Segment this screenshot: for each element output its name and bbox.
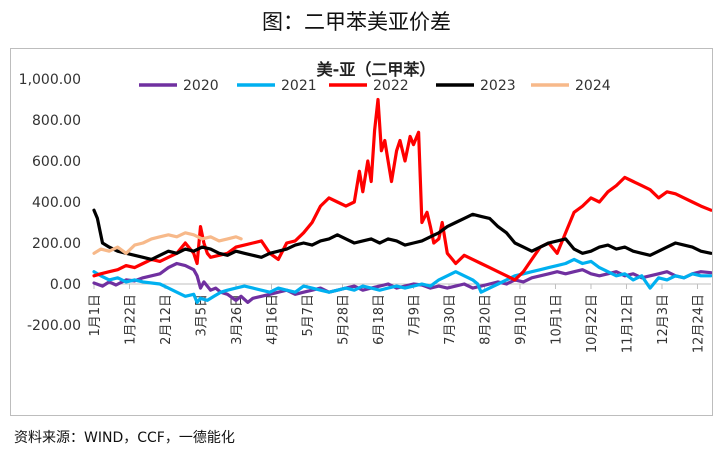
source-note: 资料来源：WIND，CCF，一德能化 (14, 430, 235, 446)
legend-label-2020: 2020 (183, 78, 219, 94)
x-tick-label: 11月12日 (620, 294, 635, 353)
x-tick-label: 3月26日 (230, 294, 245, 345)
x-tick-label: 9月10日 (514, 294, 529, 345)
x-tick-label: 10月22日 (585, 294, 600, 353)
y-axis: -200.00 0.00 200.00 400.00 600.00 800.00 1,000… (19, 72, 81, 334)
y-tick-label: 200.00 (32, 236, 81, 252)
y-tick-label: 800.00 (32, 113, 81, 129)
y-tick-label: 400.00 (32, 195, 81, 211)
series-line-2023 (92, 208, 712, 261)
chart-title: 美-亚（二甲苯） (317, 60, 436, 79)
y-tick-label: 0.00 (50, 277, 81, 293)
x-tick-label: 3月5日 (194, 294, 209, 337)
series-line-2021 (92, 257, 712, 304)
x-tick-label: 7月30日 (443, 294, 458, 345)
legend-label-2023: 2023 (480, 78, 516, 94)
legend-label-2022: 2022 (373, 78, 409, 94)
y-tick-label: 1,000.00 (19, 72, 81, 88)
y-tick-label: -200.00 (27, 318, 81, 334)
x-tick-label: 4月16日 (265, 294, 280, 345)
series-line-2022 (92, 97, 712, 282)
x-tick-label: 1月1日 (88, 294, 103, 337)
series-line-2024 (92, 231, 243, 255)
plot-lines (92, 97, 712, 304)
x-tick-label: 8月20日 (478, 294, 493, 345)
legend-label-2021: 2021 (281, 78, 317, 94)
x-tick-label: 6月18日 (372, 294, 387, 345)
chart-legend: 2020 2021 2022 2023 2024 (139, 78, 611, 94)
x-tick-label: 1月22日 (123, 294, 138, 345)
x-tick-label: 5月7日 (301, 294, 316, 337)
x-tick-label: 5月28日 (336, 294, 351, 345)
series-line-2020 (92, 261, 712, 304)
legend-label-2024: 2024 (575, 78, 611, 94)
x-tick-label: 12月24日 (691, 294, 706, 353)
x-axis: 1月1日 1月22日 2月12日 3月5日 3月26日 4月16日 5月7日 5月28日 6月1… (88, 283, 711, 353)
chart-frame: 美-亚（二甲苯） 2020 2021 2022 2023 2024 -200.00 0.0… (10, 48, 713, 416)
figure-title: 图：二甲苯美亚价差 (262, 10, 451, 34)
spread-line-chart: 美-亚（二甲苯） 2020 2021 2022 2023 2024 -200.00 0.0… (19, 60, 712, 353)
x-tick-label: 12月3日 (656, 294, 671, 345)
x-tick-label: 2月12日 (159, 294, 174, 345)
x-tick-label: 7月9日 (407, 294, 422, 337)
x-tick-label: 10月1日 (549, 294, 564, 345)
y-tick-label: 600.00 (32, 154, 81, 170)
